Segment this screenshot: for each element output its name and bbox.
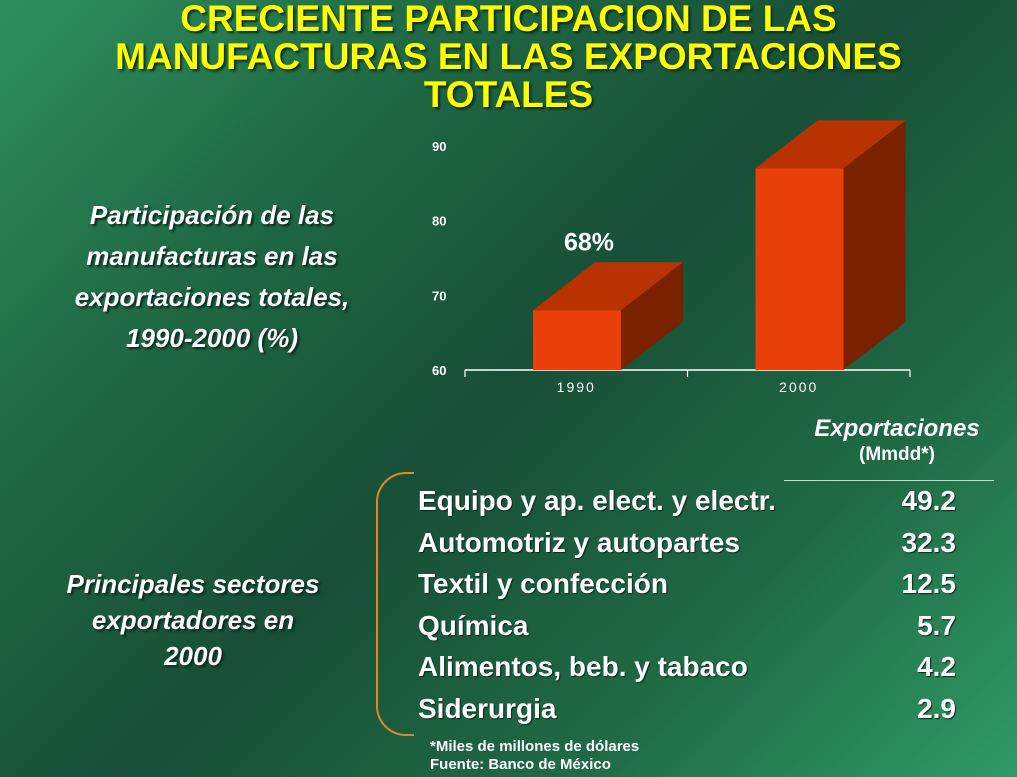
column-header-unit: (Mmdd*) (859, 444, 935, 465)
chart-caption: Participación de las manufacturas en las… (12, 195, 412, 359)
x-tick-label: 2000 (779, 379, 818, 395)
bar-side-face (843, 120, 906, 371)
sector-name: Alimentos, beb. y tabaco (418, 651, 748, 682)
sector-value: 12.5 (901, 568, 957, 599)
sector-caption-line: 2000 (164, 641, 222, 671)
sector-name: Automotriz y autopartes (418, 526, 741, 558)
chart-caption-line: Participación de las (89, 200, 335, 230)
sector-name: Textil y confección (418, 568, 668, 599)
sector-caption: Principales sectores exportadores en 200… (8, 566, 378, 674)
bar (533, 310, 621, 370)
left-bracket (376, 472, 414, 736)
sector-row: Automotriz y autopartes 32.3 (418, 522, 978, 564)
footnote-source: Fuente: Banco de México (430, 756, 611, 773)
sector-row: Siderurgia 2.9 (418, 688, 978, 730)
title-line: TOTALES (423, 74, 594, 115)
sector-value: 5.7 (917, 609, 956, 641)
y-tick-label: 80 (432, 214, 446, 229)
sector-list: Equipo y ap. elect. y electr. 49.2 Autom… (418, 480, 978, 729)
chart-caption-line: exportaciones totales, (74, 282, 350, 312)
bar-top-face (755, 120, 906, 169)
bar-side-face (621, 262, 683, 370)
data-label: 68% (564, 228, 614, 256)
chart-caption-line: manufacturas en las (86, 241, 338, 271)
bar-top-face (533, 262, 683, 311)
exports-column-header: Exportaciones (Mmdd*) (784, 414, 1010, 466)
column-divider (784, 480, 994, 481)
sector-row: Equipo y ap. elect. y electr. 49.2 (418, 480, 978, 522)
page-title: CRECIENTE PARTICIPACION DE LAS MANUFACTU… (0, 0, 1017, 114)
bar-chart: 60 70 80 90 68% 1990 87% 2000 (432, 110, 911, 395)
chart-caption-line: 1990-2000 (%) (126, 323, 298, 353)
footnotes: *Miles de millones de dólares Fuente: Ba… (430, 738, 639, 774)
y-tick-label: 90 (432, 139, 446, 154)
sector-name: Equipo y ap. elect. y electr. (418, 485, 776, 516)
column-header-title: Exportaciones (814, 415, 980, 442)
sector-value: 49.2 (901, 485, 957, 516)
sector-caption-line: exportadores en (91, 605, 295, 635)
sector-value: 32.3 (901, 526, 957, 558)
sector-caption-line: Principales sectores (66, 569, 320, 599)
sector-row: Textil y confección 12.5 (418, 563, 978, 605)
sector-row: Alimentos, beb. y tabaco 4.2 (418, 646, 978, 688)
sector-value: 2.9 (917, 692, 956, 724)
sector-value: 4.2 (917, 651, 956, 682)
y-tick-label: 70 (432, 288, 446, 303)
sector-name: Siderurgia (418, 692, 557, 724)
x-tick-label: 1990 (557, 379, 596, 395)
data-label: 87% (786, 110, 836, 114)
bar (755, 168, 844, 370)
sector-name: Química (418, 609, 529, 641)
title-line: MANUFACTURAS EN LAS EXPORTACIONES (115, 36, 902, 77)
y-tick-label: 60 (432, 363, 446, 378)
title-line: CRECIENTE PARTICIPACION DE LAS (180, 0, 837, 39)
sector-row: Química 5.7 (418, 605, 978, 647)
footnote-unit: *Miles de millones de dólares (430, 738, 640, 755)
